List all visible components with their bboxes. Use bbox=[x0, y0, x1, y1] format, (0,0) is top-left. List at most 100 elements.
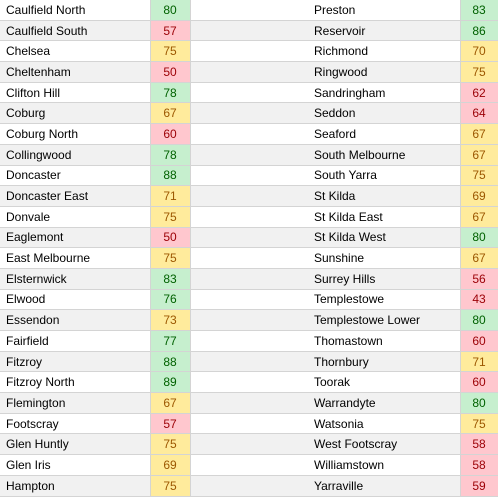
suburb-score: 75 bbox=[149, 475, 191, 497]
suburb-name: Surrey Hills bbox=[308, 268, 460, 290]
table-row: Caulfield South 57 Reservoir 86 bbox=[0, 20, 498, 42]
spacer-cell bbox=[190, 371, 308, 394]
spacer-cell bbox=[190, 309, 308, 331]
suburb-name: Templestowe Lower bbox=[308, 309, 460, 331]
suburb-score: 67 bbox=[149, 392, 191, 414]
spacer-cell bbox=[190, 433, 308, 456]
suburb-score: 64 bbox=[459, 102, 498, 125]
table-row: Clifton Hill 78 Sandringham 62 bbox=[0, 82, 498, 104]
suburb-score: 60 bbox=[459, 330, 498, 352]
table-row: Caulfield North 80 Preston 83 bbox=[0, 0, 498, 21]
suburb-name: Caulfield North bbox=[0, 0, 150, 21]
spacer-cell bbox=[190, 330, 308, 352]
suburb-score: 80 bbox=[459, 227, 498, 249]
table-row: Fitzroy North 89 Toorak 60 bbox=[0, 371, 498, 394]
suburb-score: 67 bbox=[459, 123, 498, 145]
table-row: Glen Iris 69 Williamstown 58 bbox=[0, 454, 498, 476]
suburb-name: South Melbourne bbox=[308, 144, 460, 166]
suburb-score: 70 bbox=[459, 40, 498, 63]
suburb-score: 57 bbox=[149, 20, 191, 42]
table-row: Fairfield 77 Thomastown 60 bbox=[0, 330, 498, 352]
spacer-cell bbox=[190, 0, 308, 21]
suburb-score: 73 bbox=[149, 309, 191, 331]
spacer-cell bbox=[190, 289, 308, 311]
table-row: East Melbourne 75 Sunshine 67 bbox=[0, 247, 498, 269]
suburb-score: 86 bbox=[459, 20, 498, 42]
spacer-cell bbox=[190, 268, 308, 290]
suburb-name: St Kilda bbox=[308, 185, 460, 207]
suburb-score: 60 bbox=[149, 123, 191, 145]
suburb-score: 50 bbox=[149, 227, 191, 249]
suburb-name: Doncaster East bbox=[0, 185, 150, 207]
suburb-name: Clifton Hill bbox=[0, 82, 150, 104]
suburb-name: Essendon bbox=[0, 309, 150, 331]
suburb-score: 56 bbox=[459, 268, 498, 290]
suburb-score: 43 bbox=[459, 289, 498, 311]
suburb-score: 78 bbox=[149, 82, 191, 104]
suburb-name: Elsternwick bbox=[0, 268, 150, 290]
suburb-name: Eaglemont bbox=[0, 227, 150, 249]
table-row: Coburg North 60 Seaford 67 bbox=[0, 123, 498, 145]
suburb-name: Fitzroy bbox=[0, 351, 150, 373]
table-row: Donvale 75 St Kilda East 67 bbox=[0, 206, 498, 228]
suburb-score: 58 bbox=[459, 454, 498, 476]
suburb-score: 50 bbox=[149, 61, 191, 83]
suburb-name: Glen Huntly bbox=[0, 433, 150, 456]
suburb-score: 75 bbox=[149, 247, 191, 269]
suburb-score: 75 bbox=[149, 433, 191, 456]
suburb-name: Preston bbox=[308, 0, 460, 21]
table-row: Essendon 73 Templestowe Lower 80 bbox=[0, 309, 498, 331]
suburb-score: 77 bbox=[149, 330, 191, 352]
table-row: Hampton 75 Yarraville 59 bbox=[0, 475, 498, 497]
suburb-score: 67 bbox=[459, 247, 498, 269]
suburb-name: Fitzroy North bbox=[0, 371, 150, 394]
suburb-score: 89 bbox=[149, 371, 191, 394]
suburb-name: Fairfield bbox=[0, 330, 150, 352]
suburb-name: Cheltenham bbox=[0, 61, 150, 83]
spacer-cell bbox=[190, 475, 308, 497]
table-row: Doncaster 88 South Yarra 75 bbox=[0, 165, 498, 187]
spacer-cell bbox=[190, 40, 308, 63]
table-row: Collingwood 78 South Melbourne 67 bbox=[0, 144, 498, 166]
suburb-name: Donvale bbox=[0, 206, 150, 228]
suburb-name: Sandringham bbox=[308, 82, 460, 104]
suburb-name: Seaford bbox=[308, 123, 460, 145]
suburb-name: Elwood bbox=[0, 289, 150, 311]
table-row: Fitzroy 88 Thornbury 71 bbox=[0, 351, 498, 373]
suburb-name: Warrandyte bbox=[308, 392, 460, 414]
suburb-name: Chelsea bbox=[0, 40, 150, 63]
suburb-score: 80 bbox=[459, 392, 498, 414]
suburb-name: Richmond bbox=[308, 40, 460, 63]
suburb-score: 67 bbox=[459, 144, 498, 166]
suburb-name: Sunshine bbox=[308, 247, 460, 269]
spacer-cell bbox=[190, 454, 308, 476]
spacer-cell bbox=[190, 123, 308, 145]
suburb-name: Seddon bbox=[308, 102, 460, 125]
suburb-name: Watsonia bbox=[308, 413, 460, 435]
suburb-score: 75 bbox=[459, 165, 498, 187]
suburb-score: 67 bbox=[459, 206, 498, 228]
suburb-score: 67 bbox=[149, 102, 191, 125]
table-row: Coburg 67 Seddon 64 bbox=[0, 102, 498, 125]
spacer-cell bbox=[190, 185, 308, 207]
table-row: Cheltenham 50 Ringwood 75 bbox=[0, 61, 498, 83]
suburb-name: Toorak bbox=[308, 371, 460, 394]
suburb-score: 88 bbox=[149, 351, 191, 373]
spacer-cell bbox=[190, 144, 308, 166]
suburb-name: Collingwood bbox=[0, 144, 150, 166]
suburb-score: 71 bbox=[459, 351, 498, 373]
suburb-score: 76 bbox=[149, 289, 191, 311]
suburb-score: 75 bbox=[149, 40, 191, 63]
suburb-name: Caulfield South bbox=[0, 20, 150, 42]
suburb-name: Flemington bbox=[0, 392, 150, 414]
suburb-score: 80 bbox=[459, 309, 498, 331]
suburb-score: 69 bbox=[459, 185, 498, 207]
suburb-score: 83 bbox=[149, 268, 191, 290]
table-row: Chelsea 75 Richmond 70 bbox=[0, 40, 498, 63]
suburb-score: 83 bbox=[459, 0, 498, 21]
suburb-score: 62 bbox=[459, 82, 498, 104]
suburb-score: 57 bbox=[149, 413, 191, 435]
spacer-cell bbox=[190, 82, 308, 104]
